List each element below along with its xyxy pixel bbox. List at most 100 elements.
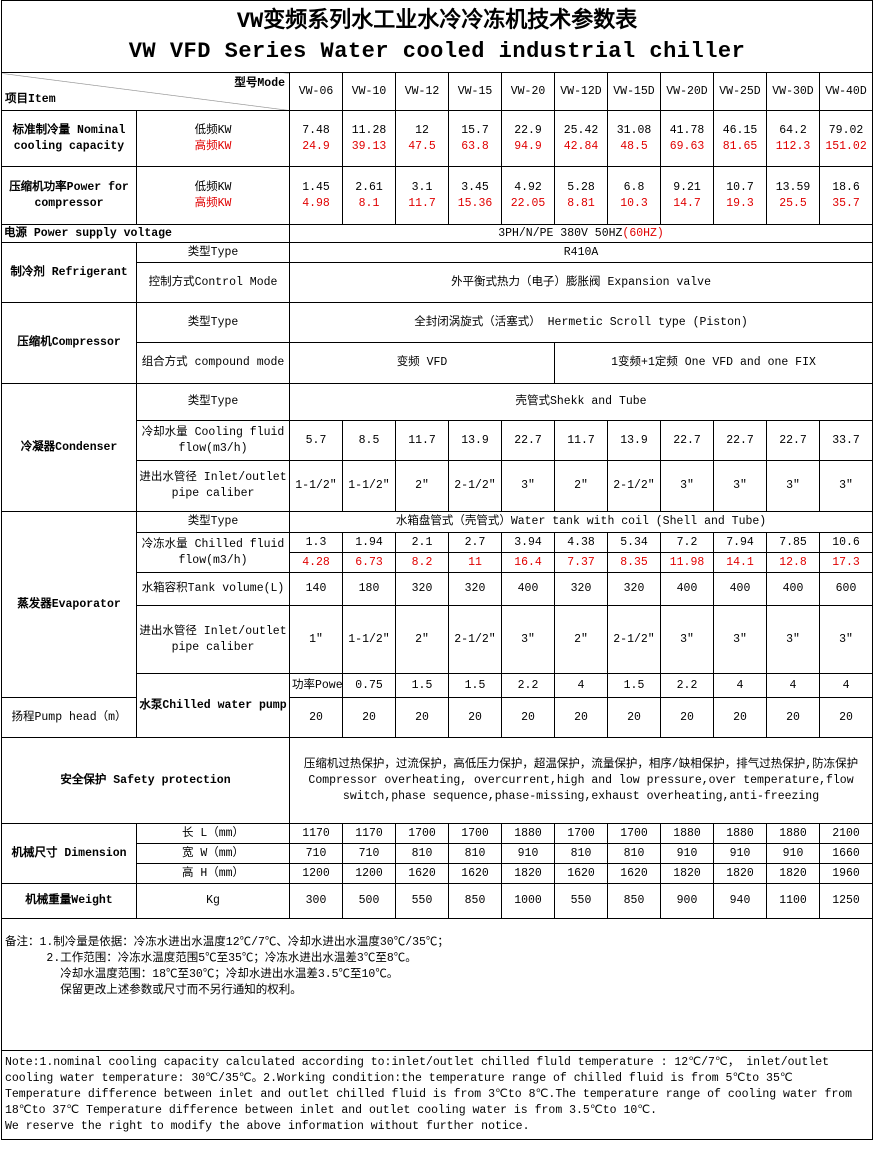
pump-head-value: 20 (766, 697, 820, 738)
pump-head-value: 20 (342, 697, 396, 738)
power-value: 13.59 25.5 (766, 166, 820, 225)
evaporator-pipe-value: 3″ (660, 605, 714, 674)
chilled-flow-low: 10.6 (818, 532, 874, 553)
nominal-value-high: 112.3 (775, 139, 811, 153)
height-value: 1620 (554, 863, 608, 884)
width-value: 1660 (818, 843, 874, 864)
notes-cn-row: 备注：1.制冷量是依据：冷冻水进出水温度12℃/7℃、冷却水进出水温度30℃/3… (0, 918, 874, 1051)
cooling-flow-value: 11.7 (395, 420, 449, 461)
nominal-label: 标准制冷量 Nominal cooling capacity (1, 110, 137, 167)
power-value-high: 14.7 (673, 196, 701, 210)
compressor-type-row: 压缩机Compressor 类型Type 全封闭涡旋式（活塞式） Hermetic … (1, 302, 874, 384)
supply-row: 电源 Power supply voltage 3PH/N/PE 380V 50H… (1, 224, 874, 243)
length-value: 1880 (766, 823, 820, 844)
control-mode-label: 控制方式Control Mode (136, 262, 290, 303)
weight-value: 550 (554, 883, 608, 919)
pump-power-row: 水泵Chilled water pump功率Power（KW）0.751.51.… (2, 673, 874, 738)
weight-label: 机械重量Weight (1, 883, 137, 919)
length-value: 1700 (554, 823, 608, 844)
power-value-high: 15.36 (457, 196, 493, 210)
nominal-value: 22.9 94.9 (501, 110, 555, 167)
nominal-units: 低频KW 高频KW (136, 110, 290, 167)
width-label: 宽 W（mm） (136, 843, 290, 864)
high-label: 高频KW (194, 139, 232, 153)
chilled-flow-high: 8.35 (607, 552, 661, 573)
cooling-flow-value: 8.5 (342, 420, 396, 461)
height-value: 1820 (713, 863, 767, 884)
evaporator-pipe-value: 3″ (713, 605, 767, 674)
nominal-value: 46.15 81.65 (713, 110, 767, 167)
tank-volume-value: 400 (766, 572, 820, 606)
power-value: 2.61 8.1 (342, 166, 396, 225)
cooling-flow-value: 11.7 (554, 420, 608, 461)
weight-value: 1000 (501, 883, 555, 919)
chilled-flow-low: 7.2 (660, 532, 714, 553)
tank-volume-value: 400 (660, 572, 714, 606)
nominal-value-high: 94.9 (514, 139, 542, 153)
pump-power-value: 1.5 (448, 673, 502, 698)
evaporator-tank-row: 水箱容积Tank volume(L) 140 180 320 320 400 320 320 4… (2, 572, 874, 606)
power-value-high: 35.7 (832, 196, 860, 210)
pump-label: 水泵Chilled water pump (136, 673, 290, 738)
tank-volume-value: 320 (448, 572, 502, 606)
evaporator-pipe-row: 进出水管径 Inlet/outlet pipe caliber 1″ 1-1/2″ 2… (2, 605, 874, 674)
evaporator-pipe-value: 3″ (818, 605, 874, 674)
nominal-value-low: 31.08 (616, 123, 652, 137)
cooling-flow-value: 22.7 (713, 420, 767, 461)
cooling-flow-value: 22.7 (501, 420, 555, 461)
power-value: 6.8 10.3 (607, 166, 661, 225)
power-value-low: 3.1 (411, 180, 433, 194)
pump-head-value: 20 (818, 697, 874, 738)
condenser-pipe-row: 进出水管径 Inlet/outlet pipe caliber 1-1/2″ 1-1… (2, 460, 874, 512)
evaporator-type: 水箱盘管式（壳管式）Water tank with coil (Shell an… (288, 511, 874, 533)
chilled-flow-high: 6.73 (342, 552, 396, 573)
width-value: 810 (607, 843, 661, 864)
weight-value: 850 (448, 883, 502, 919)
cooling-flow-value: 33.7 (818, 420, 874, 461)
title-cn: VW变频系列水工业水冷冷冻机技术参数表 (236, 8, 638, 34)
pump-power-value: 0.75 (342, 673, 396, 698)
chilled-flow-high: 17.3 (818, 552, 874, 573)
compressor-type: 全封闭涡旋式（活塞式） Hermetic Scroll type (Piston… (288, 302, 874, 343)
chilled-flow-low: 4.38 (554, 532, 608, 553)
length-value: 1700 (607, 823, 661, 844)
supply-value: 3PH/N/PE 380V 50HZ(60HZ) (288, 224, 874, 243)
weight-value: 940 (713, 883, 767, 919)
condenser-pipe-value: 3″ (766, 460, 820, 512)
safety-row: 安全保护 Safety protection 压缩机过热保护，过流保护，高低压力保… (1, 737, 874, 824)
chilled-flow-low: 1.3 (289, 532, 343, 553)
pump-head-value: 20 (448, 697, 502, 738)
nominal-value-high: 24.9 (302, 139, 330, 153)
pump-head-value: 20 (501, 697, 555, 738)
dimension-l-row: 机械尺寸 Dimension 长 L（mm） 1170 1170 1700 1700 188… (1, 823, 874, 884)
power-value: 3.45 15.36 (448, 166, 502, 225)
condenser-pipe-value: 2-1/2″ (448, 460, 502, 512)
width-value: 810 (554, 843, 608, 864)
nominal-row: 标准制冷量 Nominal cooling capacity 低频KW 高频KW 7.… (1, 110, 874, 167)
power-value-low: 10.7 (726, 180, 754, 194)
power-value-low: 2.61 (355, 180, 383, 194)
dimension-label: 机械尺寸 Dimension (1, 823, 137, 884)
nominal-value-low: 64.2 (779, 123, 807, 137)
weight-row: 机械重量Weight Kg 300 500 550 850 1000 550 850 900 940… (1, 883, 874, 919)
evaporator-pipe-value: 1″ (289, 605, 343, 674)
chilled-flow-low: 2.1 (395, 532, 449, 553)
chilled-flow-low: 1.94 (342, 532, 396, 553)
pump-power-value: 1.5 (395, 673, 449, 698)
width-value: 810 (448, 843, 502, 864)
evaporator-pipe-value: 2-1/2″ (448, 605, 502, 674)
chilled-flow-high: 12.8 (766, 552, 820, 573)
notes-cn: 备注：1.制冷量是依据：冷冻水进出水温度12℃/7℃、冷却水进出水温度30℃/3… (0, 918, 874, 1051)
power-value-low: 9.21 (673, 180, 701, 194)
tank-volume-value: 140 (289, 572, 343, 606)
compressor-type-label: 类型Type (136, 302, 290, 343)
condenser-pipe-label: 进出水管径 Inlet/outlet pipe caliber (136, 460, 290, 512)
height-value: 1620 (395, 863, 449, 884)
pump-power-value: 4 (713, 673, 767, 698)
power-value-high: 11.7 (408, 196, 436, 210)
compressor-label: 压缩机Compressor (1, 302, 137, 384)
chilled-flow-high: 16.4 (501, 552, 555, 573)
pump-head-value: 20 (395, 697, 449, 738)
height-value: 1200 (289, 863, 343, 884)
power-value-low: 6.8 (623, 180, 645, 194)
